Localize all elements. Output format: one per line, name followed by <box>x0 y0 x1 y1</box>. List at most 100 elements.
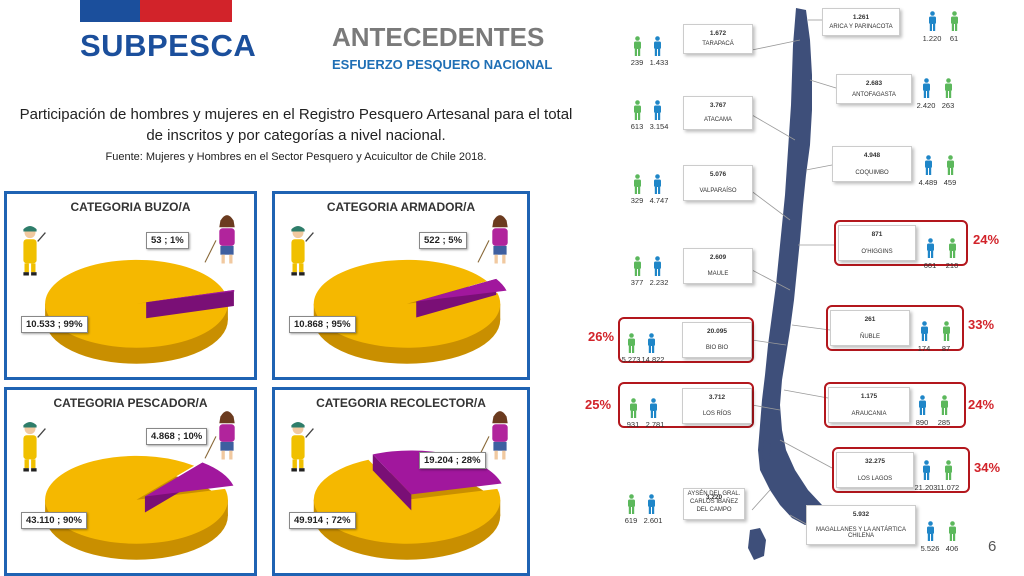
region-women-count: 210 <box>945 261 959 270</box>
region-name: LOS RÍOS <box>702 411 732 417</box>
flag-stripe <box>80 0 232 22</box>
region-name: LOS LAGOS <box>857 476 893 482</box>
man-icon <box>647 333 656 353</box>
region-percent: 25% <box>585 397 612 412</box>
region-box: 2.609 MAULE <box>683 248 753 284</box>
region-name: ÑUBLE <box>859 334 880 340</box>
pie-panel-armador: CATEGORIA ARMADOR/A 10.868 ; 95% 522 ; 5% <box>272 191 530 380</box>
region-total: 1.672 <box>709 30 727 37</box>
region-men-count: 21.203 <box>914 483 938 492</box>
highlight-frame <box>618 317 754 363</box>
pie-label-hombres: 43.110 ; 90% <box>21 511 87 529</box>
region-total: 261 <box>864 316 876 323</box>
region-women-count: 11.072 <box>936 483 960 492</box>
woman-icon <box>633 256 642 276</box>
man-icon <box>926 238 935 258</box>
fisherwoman-icon <box>477 215 508 264</box>
region-percent: 24% <box>968 397 995 412</box>
pie-label-mujeres: 522 ; 5% <box>419 232 468 249</box>
region-women-count: 459 <box>943 178 957 187</box>
pie-slice-hombres <box>45 455 228 544</box>
page-title: ANTECEDENTES <box>332 22 545 52</box>
woman-icon <box>627 333 636 353</box>
region-men-count: 4.747 <box>649 196 669 205</box>
region-men-count: 2.781 <box>645 420 665 429</box>
woman-icon <box>946 155 955 175</box>
region-total: 5.932 <box>852 511 870 518</box>
region-women-count: 619 <box>624 516 638 525</box>
woman-icon <box>948 521 957 541</box>
region-women-count: 613 <box>630 122 644 131</box>
region-women-count: 931 <box>626 420 640 429</box>
region-total: 1.175 <box>860 393 878 400</box>
region-men-count: 1.220 <box>922 34 942 43</box>
woman-icon <box>629 398 638 418</box>
region-men-count: 2.420 <box>916 101 936 110</box>
region-name: ARAUCANIA <box>851 411 887 417</box>
region-percent: 34% <box>974 460 1001 475</box>
pie-title: CATEGORIA PESCADOR/A <box>53 396 208 410</box>
highlight-frame <box>834 220 968 266</box>
region-men-count: 2.232 <box>649 278 669 287</box>
region-name: ANTOFAGASTA <box>852 92 896 98</box>
region-name: ARICA Y PARINACOTA <box>829 24 893 30</box>
pie-chart <box>291 215 508 364</box>
region-total: 20.095 <box>707 328 727 335</box>
region-name: BIO BIO <box>705 345 729 351</box>
woman-icon <box>633 174 642 194</box>
chile-map-shape <box>758 8 822 525</box>
woman-icon <box>940 395 949 415</box>
source-note: Fuente: Mujeres y Hombres en el Sector P… <box>105 151 487 163</box>
pie-label-hombres: 10.868 ; 95% <box>289 315 356 333</box>
region-percent: 26% <box>588 329 615 344</box>
fisherwoman-icon <box>204 411 235 460</box>
pie-chart <box>291 411 508 560</box>
pie-label-mujeres: 53 ; 1% <box>146 232 189 249</box>
region-percent: 24% <box>973 232 1000 247</box>
region-women-count: 406 <box>945 544 959 553</box>
woman-icon <box>950 11 959 31</box>
region-women-count: 239 <box>630 58 644 67</box>
region-men-count: 3.154 <box>649 122 669 131</box>
region-women-count: 377 <box>630 278 644 287</box>
woman-icon <box>633 100 642 120</box>
description: Participación de hombres y mujeres en el… <box>19 106 573 144</box>
region-total: 871 <box>871 231 883 238</box>
region-women-count: 285 <box>937 418 951 427</box>
man-icon <box>922 460 931 480</box>
region-total: 3.220 <box>705 494 723 501</box>
page-subtitle: ESFUERZO PESQUERO NACIONAL <box>332 57 553 72</box>
man-icon <box>928 11 937 31</box>
region-men-count: 5.526 <box>920 544 940 553</box>
man-icon <box>653 174 662 194</box>
pie-slice-mujeres <box>146 289 235 303</box>
region-name: AYSÉN DEL GRAL. CARLOS IBAÑEZ DEL CAMPO <box>687 491 741 513</box>
pie-slice-mujeres-side <box>372 454 412 511</box>
region-box: 5.932 MAGALLANES Y LA ANTÁRTICA CHILENA <box>806 505 916 545</box>
region-total: 5.076 <box>709 171 727 178</box>
pie-label-hombres: 49.914 ; 72% <box>289 511 356 529</box>
pie-panel-recolector: CATEGORIA RECOLECTOR/A 49.914 ; 72% 19.20… <box>272 387 530 576</box>
region-total: 1.261 <box>852 14 870 21</box>
man-icon <box>649 398 658 418</box>
pie-label-hombres: 10.533 ; 99% <box>21 315 88 333</box>
pie-title: CATEGORIA ARMADOR/A <box>326 200 476 214</box>
woman-icon <box>944 78 953 98</box>
chile-islands <box>748 528 766 560</box>
region-men-count: 1.433 <box>649 58 669 67</box>
region-box: 5.076 VALPARAÍSO <box>683 165 753 201</box>
region-total: 3.712 <box>708 394 726 401</box>
fisherman-icon <box>23 422 46 472</box>
man-icon <box>653 36 662 56</box>
fisherman-icon <box>23 226 46 276</box>
man-icon <box>920 321 929 341</box>
region-box: 3.767 ATACAMA <box>683 96 753 130</box>
pie-panel-buzo: CATEGORIA BUZO/A 10.533 ; 99% 53 ; 1% <box>4 191 257 380</box>
region-women-count: 263 <box>941 101 955 110</box>
pie-slice-mujeres <box>144 462 234 497</box>
pie-slice-mujeres <box>416 278 507 302</box>
fisherman-icon <box>291 226 314 276</box>
region-name: MAULE <box>707 271 729 277</box>
region-women-count: 5.273 <box>621 355 641 364</box>
man-icon <box>647 494 656 514</box>
